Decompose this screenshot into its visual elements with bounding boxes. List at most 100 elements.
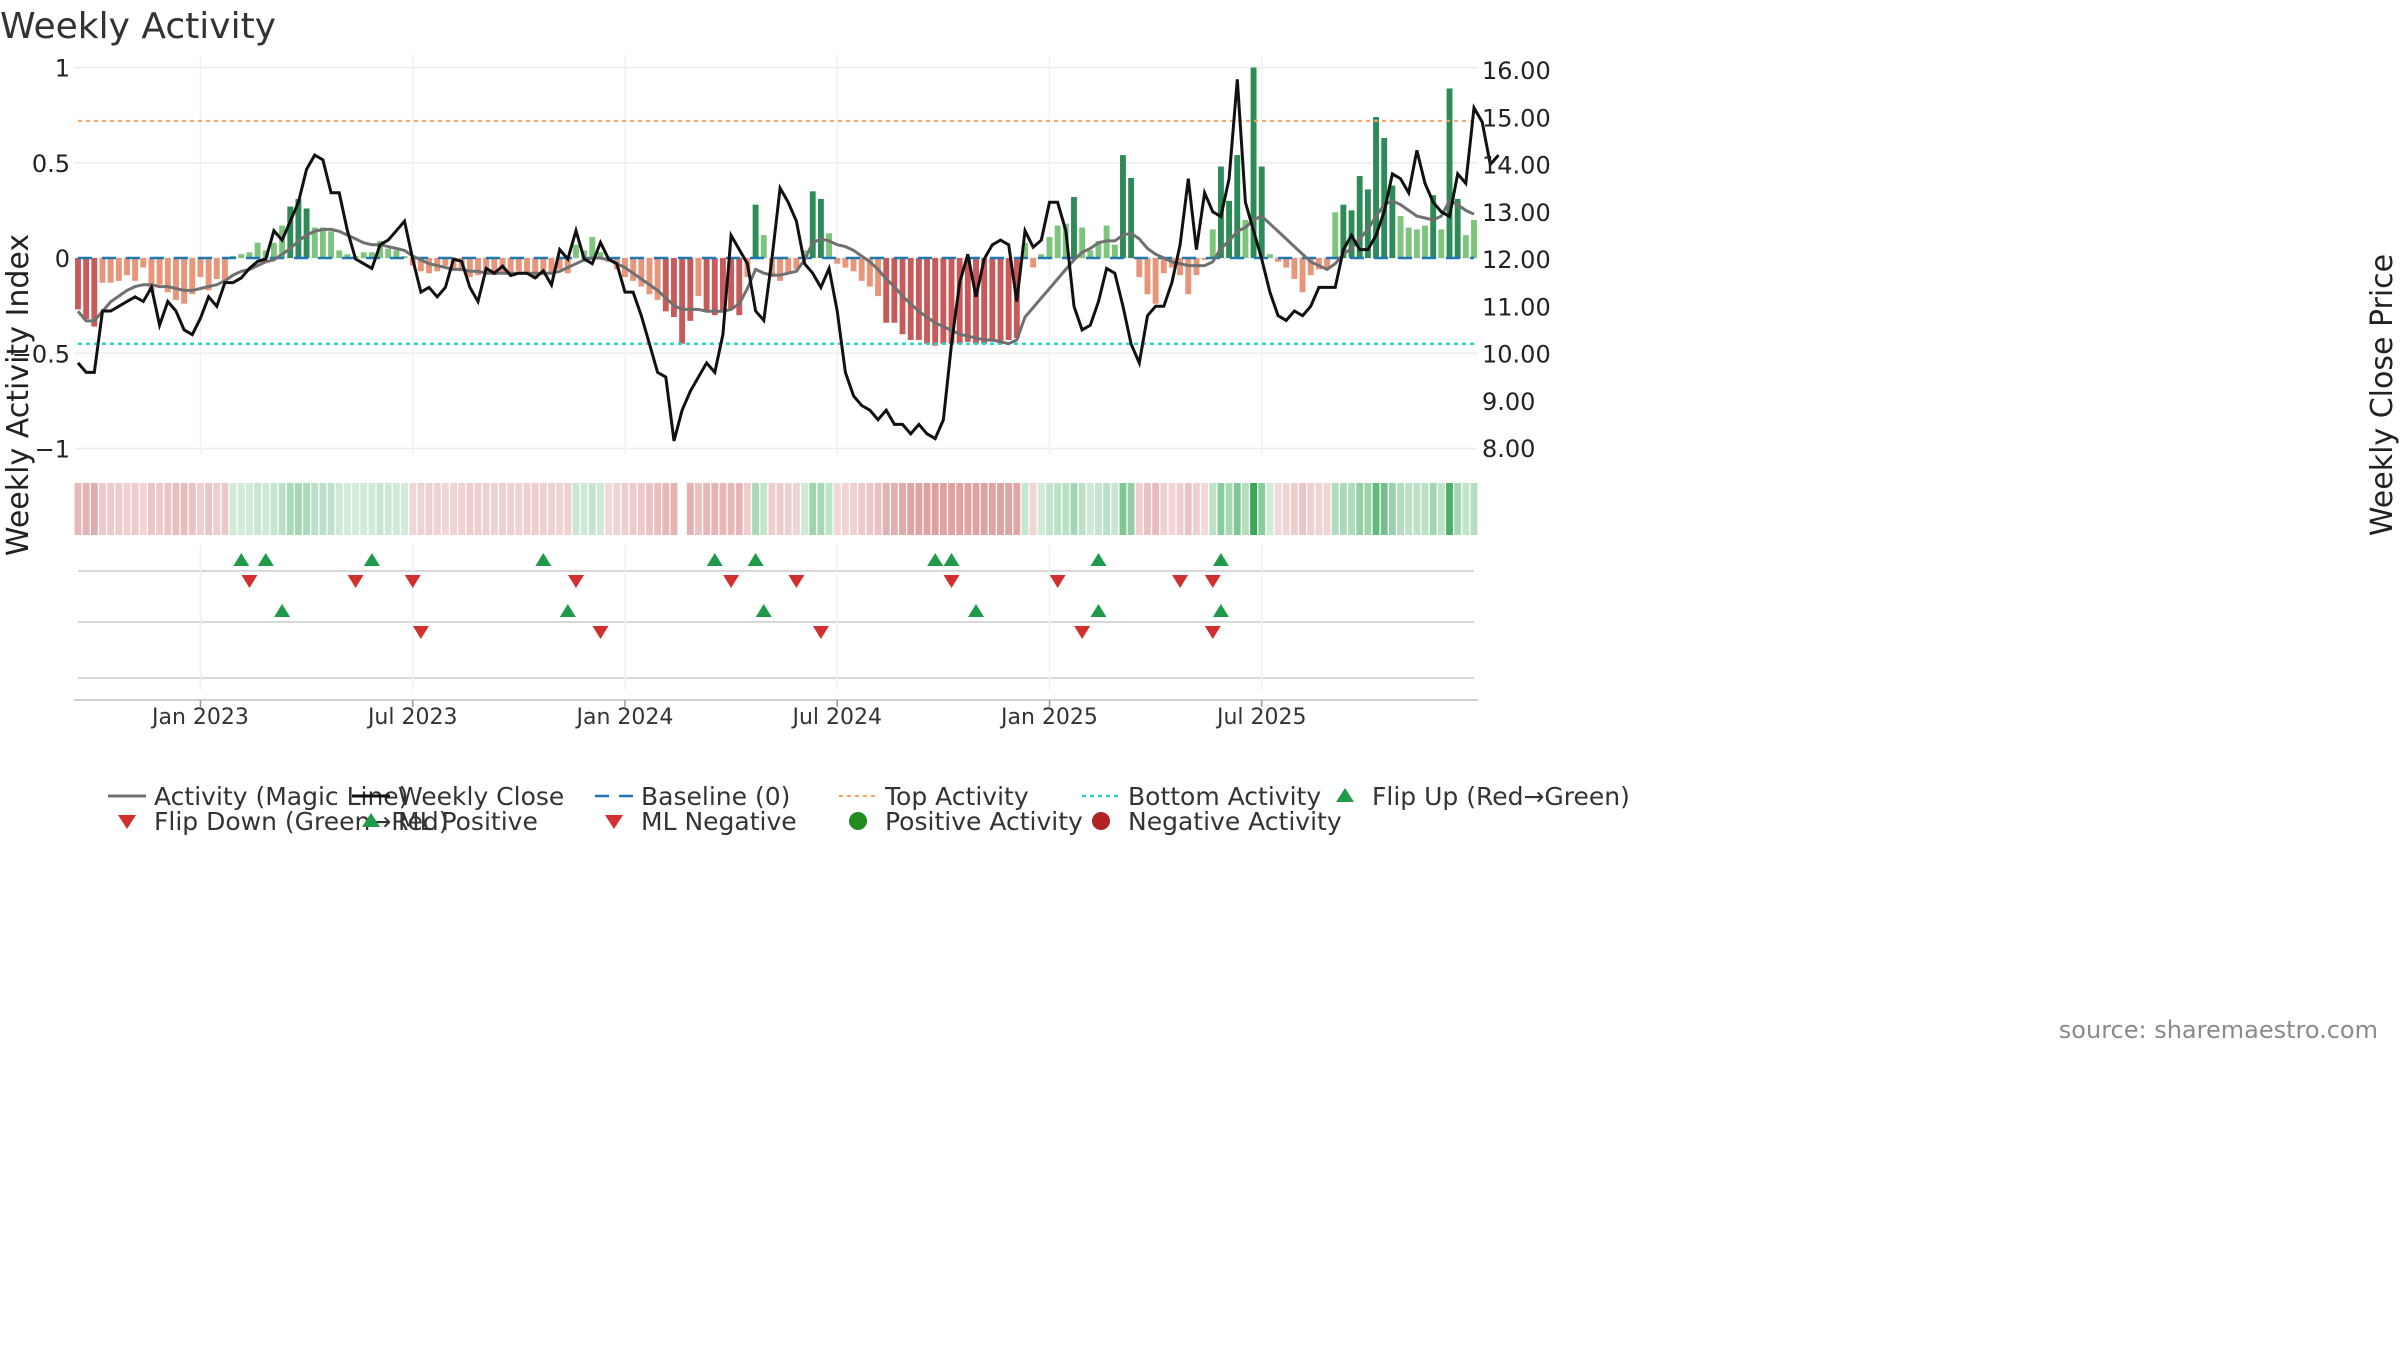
heat-cell xyxy=(82,483,90,535)
heat-cell xyxy=(1209,483,1217,535)
activity-bar xyxy=(1397,216,1404,258)
activity-bar xyxy=(1413,229,1420,258)
activity-bar xyxy=(360,252,367,258)
date-tick-label: Jan 2023 xyxy=(150,705,249,730)
heat-cell xyxy=(646,483,653,535)
heat-cell xyxy=(1135,483,1143,535)
activity-bar xyxy=(1291,258,1298,279)
heat-cell xyxy=(450,483,457,535)
activity-bar xyxy=(875,258,881,297)
heat-cell xyxy=(548,483,555,535)
activity-bar xyxy=(401,256,408,258)
ml-positive-marker xyxy=(274,604,291,617)
left-tick-label: −0.5 xyxy=(12,340,70,368)
heat-cell xyxy=(1437,483,1445,535)
date-tick-label: Jan 2025 xyxy=(999,705,1098,730)
heat-cell xyxy=(1397,483,1404,535)
heat-cell xyxy=(1462,483,1470,535)
heat-cell xyxy=(205,483,213,535)
activity-bar xyxy=(483,258,490,274)
activity-bar xyxy=(344,254,351,258)
heat-cell xyxy=(1070,483,1078,535)
activity-bar xyxy=(1462,235,1469,258)
heat-cell xyxy=(499,483,506,535)
heat-cell xyxy=(858,483,866,535)
heat-cell xyxy=(237,483,245,535)
heat-cell xyxy=(1446,483,1453,535)
heat-cell xyxy=(703,483,711,535)
chart-title: Weekly Activity xyxy=(0,6,276,47)
heat-cell xyxy=(637,483,645,535)
heat-cell xyxy=(923,483,931,535)
heat-cell xyxy=(980,483,988,535)
legend-down-swatch xyxy=(118,815,136,829)
date-tick-label: Jul 2023 xyxy=(366,705,458,730)
activity-bar xyxy=(442,258,449,266)
activity-bar xyxy=(654,258,661,300)
heat-cell xyxy=(131,483,139,535)
legend-label-baseline: Baseline (0) xyxy=(641,782,790,811)
activity-bar xyxy=(915,258,922,340)
activity-bar xyxy=(213,258,220,279)
activity-bar xyxy=(1266,254,1273,258)
activity-bar xyxy=(695,258,702,297)
heat-cell xyxy=(841,483,849,535)
heat-cell xyxy=(572,483,580,535)
activity-bar xyxy=(866,258,873,287)
activity-bar xyxy=(1226,200,1233,258)
legend-up-swatch xyxy=(1336,788,1354,802)
activity-bar xyxy=(556,258,563,270)
heat-cell xyxy=(752,483,760,535)
activity-bar xyxy=(270,242,277,258)
right-tick-label: 16.00 xyxy=(1482,57,1551,85)
heat-cell xyxy=(1144,483,1151,535)
heat-cell xyxy=(319,483,327,535)
activity-bar xyxy=(385,248,392,258)
activity-bar xyxy=(1005,258,1012,340)
ml-negative-marker xyxy=(1074,626,1091,639)
heat-cell xyxy=(662,483,670,535)
heat-cell xyxy=(474,483,482,535)
heat-cell xyxy=(1037,483,1045,535)
activity-bar xyxy=(311,227,318,258)
flip-up-marker xyxy=(943,553,960,566)
heat-cell xyxy=(809,483,817,535)
flip-up-marker xyxy=(706,553,723,566)
heat-cell xyxy=(605,483,613,535)
heat-cell xyxy=(425,483,433,535)
right-tick-label: 8.00 xyxy=(1482,435,1535,463)
activity-bar xyxy=(1209,229,1216,258)
heat-cell xyxy=(1299,483,1306,535)
heat-cell xyxy=(956,483,964,535)
activity-bar xyxy=(989,258,996,342)
right-tick-label: 10.00 xyxy=(1482,341,1551,369)
heat-cell xyxy=(246,483,253,535)
signal-markers xyxy=(78,545,1474,690)
activity-bar xyxy=(801,250,808,258)
heat-cell xyxy=(1062,483,1070,535)
heat-cell xyxy=(1250,483,1258,535)
activity-bar xyxy=(548,258,555,274)
flip-down-marker xyxy=(1172,575,1189,588)
heat-cell xyxy=(817,483,825,535)
heat-cell xyxy=(588,483,596,535)
heat-cell xyxy=(1356,483,1364,535)
heat-cell xyxy=(597,483,604,535)
activity-heat-strip xyxy=(74,483,1478,535)
heat-cell xyxy=(1290,483,1298,535)
heat-cell xyxy=(392,483,400,535)
activity-bar xyxy=(564,258,571,274)
heat-cell xyxy=(768,483,776,535)
heat-cell xyxy=(1339,483,1347,535)
flip-down-marker xyxy=(788,575,805,588)
activity-bar xyxy=(181,258,188,304)
flip-down-marker xyxy=(1049,575,1066,588)
heat-cell xyxy=(735,483,743,535)
flip-down-marker xyxy=(1204,575,1221,588)
heat-cell xyxy=(335,483,343,535)
ml-positive-marker xyxy=(1090,604,1107,617)
heat-cell xyxy=(1421,483,1429,535)
legend-label-ml-negative: ML Negative xyxy=(641,807,797,836)
left-tick-label: 0 xyxy=(55,245,70,273)
activity-bar xyxy=(222,258,228,283)
